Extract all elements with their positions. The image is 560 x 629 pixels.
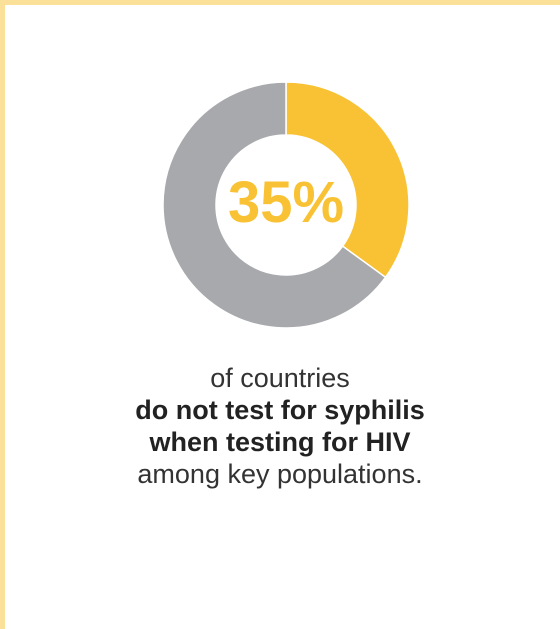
- donut-slice-remainder: [162, 81, 387, 329]
- caption-line-2: do not test for syphilis: [135, 395, 425, 425]
- donut-slice-highlight: [285, 81, 410, 279]
- donut-slices: [162, 81, 410, 329]
- caption-line-3: when testing for HIV: [149, 427, 411, 457]
- caption: of countries do not test for syphilis wh…: [0, 362, 560, 490]
- caption-line-1: of countries: [210, 363, 350, 393]
- center-percentage-label: 35%: [228, 170, 344, 235]
- caption-line-4: among key populations.: [137, 459, 423, 489]
